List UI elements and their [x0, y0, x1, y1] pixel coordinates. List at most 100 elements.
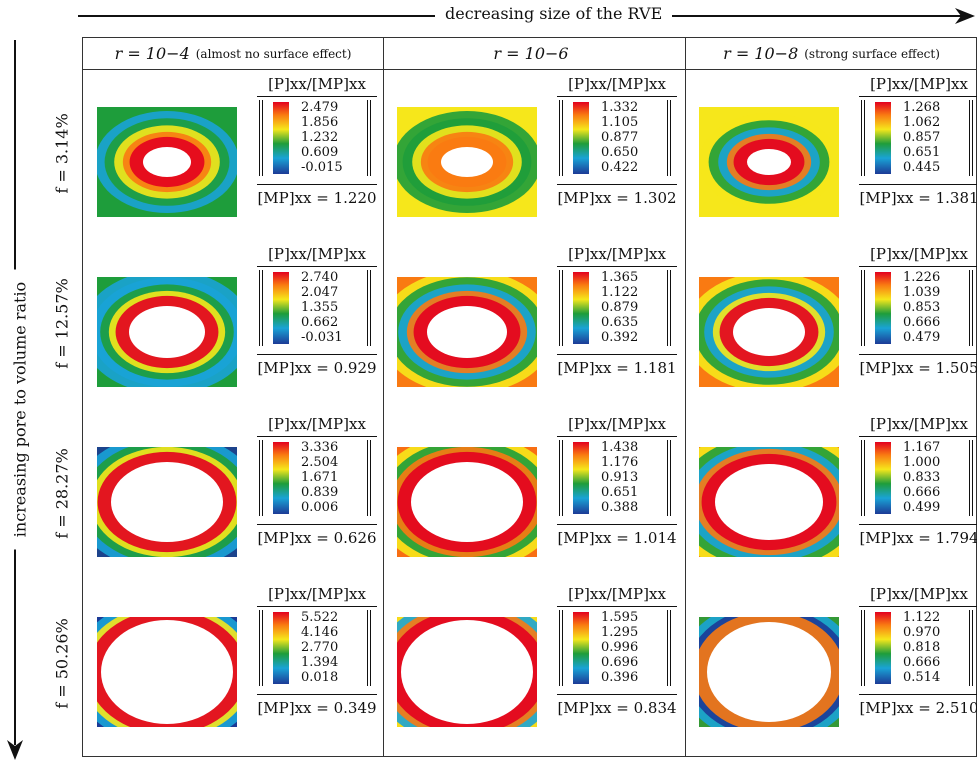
legend-title: [P]xx/[MP]xx [568, 585, 666, 603]
legend-bracket [861, 270, 865, 346]
legend-rule [557, 606, 677, 607]
row-label-1: f = 3.14% [52, 113, 72, 194]
colorbar-ticks: 1.167 1.000 0.833 0.666 0.499 [903, 440, 963, 515]
colorbar-tick-label: 4.146 [301, 625, 339, 640]
colorbar-tick-label: 0.818 [903, 640, 941, 655]
colorbar-tick-label: 1.105 [601, 115, 639, 130]
colorbar-legend: [P]xx/[MP]xx 1.167 1.000 0.833 0.666 0.499 [… [859, 412, 977, 582]
result-cell: [P]xx/[MP]xx 1.268 1.062 0.857 0.651 0.445 [… [684, 72, 977, 242]
legend-bracket [367, 440, 371, 516]
colorbar-ticks: 1.268 1.062 0.857 0.651 0.445 [903, 100, 963, 175]
legend-title: [P]xx/[MP]xx [870, 585, 968, 603]
result-cell: [P]xx/[MP]xx 2.479 1.856 1.232 0.609 -0.015 … [82, 72, 382, 242]
colorbar-tick-label: 0.970 [903, 625, 941, 640]
colorbar-tick-label: 0.499 [903, 500, 941, 515]
macro-value-label: [MP]xx = 0.929 [257, 359, 377, 377]
legend-bracket [259, 270, 263, 346]
legend-bracket [861, 610, 865, 686]
colorbar-tick-label: 1.062 [903, 115, 941, 130]
colorbar-ticks: 3.336 2.504 1.671 0.839 0.006 [301, 440, 361, 515]
legend-rule [859, 694, 977, 695]
macro-value-label: [MP]xx = 1.181 [557, 359, 677, 377]
colorbar [573, 612, 589, 684]
colorbar-tick-label: 1.394 [301, 655, 339, 670]
legend-rule [557, 694, 677, 695]
legend-bracket [259, 100, 263, 176]
colorbar [273, 102, 289, 174]
colorbar-tick-label: 2.740 [301, 270, 339, 285]
stress-field-plot [97, 107, 237, 217]
result-cell: [P]xx/[MP]xx 1.122 0.970 0.818 0.666 0.514 [… [684, 582, 977, 752]
colorbar-ticks: 5.522 4.146 2.770 1.394 0.018 [301, 610, 361, 685]
colorbar-tick-label: 0.666 [903, 485, 941, 500]
legend-rule [859, 184, 977, 185]
legend-rule [257, 266, 377, 267]
result-cell: [P]xx/[MP]xx 3.336 2.504 1.671 0.839 0.006 [… [82, 412, 382, 582]
legend-rule [557, 96, 677, 97]
column-header-label: r = 10−8 [723, 44, 799, 63]
colorbar-legend: [P]xx/[MP]xx 1.122 0.970 0.818 0.666 0.514 [… [859, 582, 977, 752]
right-arrow-icon [955, 8, 975, 24]
colorbar-tick-label: 0.445 [903, 160, 941, 175]
colorbar-tick-label: 1.176 [601, 455, 639, 470]
colorbar-tick-label: -0.015 [301, 160, 343, 175]
result-cell: [P]xx/[MP]xx 2.740 2.047 1.355 0.662 -0.031 … [82, 242, 382, 412]
legend-bracket [667, 440, 671, 516]
colorbar-tick-label: 1.000 [903, 455, 941, 470]
legend-rule [557, 266, 677, 267]
macro-value-label: [MP]xx = 1.505 [859, 359, 977, 377]
legend-rule [557, 354, 677, 355]
colorbar-tick-label: 1.856 [301, 115, 339, 130]
macro-value-label: [MP]xx = 0.834 [557, 699, 677, 717]
stress-field-plot [699, 107, 839, 217]
macro-value-label: [MP]xx = 2.510 [859, 699, 977, 717]
column-divider [685, 38, 686, 756]
column-header-3: r = 10−8 (strong surface effect) [685, 38, 977, 70]
colorbar-tick-label: 2.479 [301, 100, 339, 115]
legend-rule [257, 694, 377, 695]
colorbar-tick-label: 0.651 [903, 145, 941, 160]
legend-title: [P]xx/[MP]xx [568, 245, 666, 263]
result-cell: [P]xx/[MP]xx 5.522 4.146 2.770 1.394 0.018 [… [82, 582, 382, 752]
colorbar-tick-label: 2.504 [301, 455, 339, 470]
column-header-label: r = 10−4 [114, 44, 190, 63]
column-header-2: r = 10−6 [383, 38, 685, 70]
stress-field-plot [699, 277, 839, 387]
legend-bracket [559, 610, 563, 686]
legend-title: [P]xx/[MP]xx [870, 415, 968, 433]
legend-bracket [367, 610, 371, 686]
colorbar [875, 272, 891, 344]
legend-rule [859, 524, 977, 525]
stress-field-plot [397, 277, 537, 387]
colorbar [573, 442, 589, 514]
colorbar-tick-label: 0.853 [903, 300, 941, 315]
colorbar [273, 612, 289, 684]
column-header-label: r = 10−6 [493, 44, 569, 63]
legend-rule [557, 524, 677, 525]
colorbar-tick-label: 0.018 [301, 670, 339, 685]
column-header-note: (strong surface effect) [804, 46, 940, 61]
legend-bracket [667, 100, 671, 176]
colorbar-ticks: 2.479 1.856 1.232 0.609 -0.015 [301, 100, 361, 175]
colorbar-tick-label: 1.268 [903, 100, 941, 115]
macro-value-label: [MP]xx = 1.220 [257, 189, 377, 207]
colorbar [573, 272, 589, 344]
colorbar-ticks: 1.365 1.122 0.879 0.635 0.392 [601, 270, 661, 345]
legend-rule [859, 266, 977, 267]
colorbar-tick-label: 0.833 [903, 470, 941, 485]
colorbar-tick-label: 1.438 [601, 440, 639, 455]
colorbar-tick-label: 1.122 [601, 285, 639, 300]
macro-value-label: [MP]xx = 0.349 [257, 699, 377, 717]
colorbar-tick-label: 0.666 [903, 315, 941, 330]
colorbar-tick-label: 0.839 [301, 485, 339, 500]
result-cell: [P]xx/[MP]xx 1.438 1.176 0.913 0.651 0.388 [… [382, 412, 682, 582]
legend-rule [859, 354, 977, 355]
colorbar-tick-label: -0.031 [301, 330, 343, 345]
colorbar-tick-label: 1.365 [601, 270, 639, 285]
colorbar-legend: [P]xx/[MP]xx 1.438 1.176 0.913 0.651 0.388 [… [557, 412, 677, 582]
legend-rule [557, 436, 677, 437]
colorbar-tick-label: 0.879 [601, 300, 639, 315]
row-label-4: f = 50.26% [52, 618, 72, 709]
legend-rule [257, 184, 377, 185]
legend-bracket [969, 270, 973, 346]
